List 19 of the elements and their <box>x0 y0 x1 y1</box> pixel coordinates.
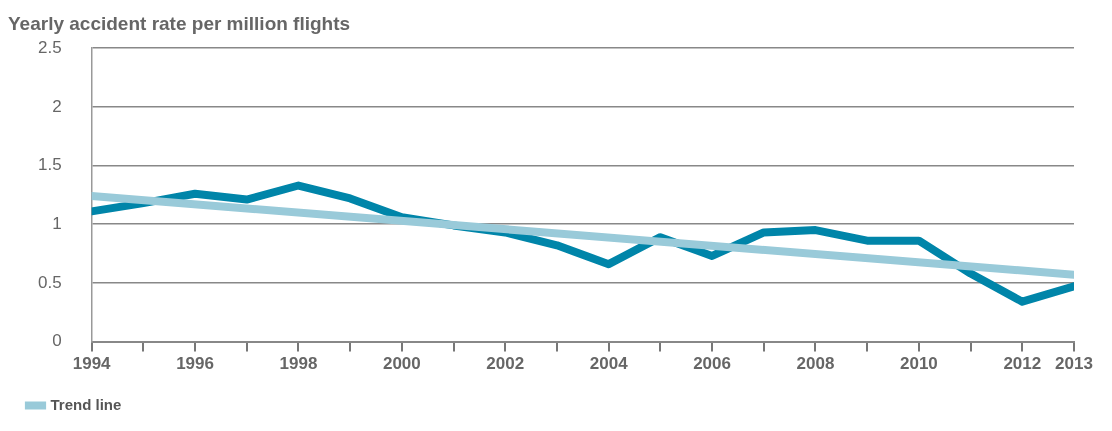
x-tick-label: 1998 <box>279 354 318 374</box>
x-tick-label: 2012 <box>1003 354 1042 374</box>
y-tick-label: 1.5 <box>37 155 62 175</box>
x-tick-label: 2008 <box>796 354 835 374</box>
y-tick-label: 0.5 <box>37 272 62 292</box>
x-tick-label: 2010 <box>899 354 938 374</box>
x-tick-label: 2000 <box>382 354 421 374</box>
y-tick-label: 2.5 <box>37 37 62 57</box>
x-tick-label: 2013 <box>1055 354 1093 374</box>
chart-title: Yearly accident rate per million flights <box>8 13 351 35</box>
y-tick-label: 2 <box>52 96 62 116</box>
y-tick-label: 1 <box>52 213 62 233</box>
x-tick-label: 2006 <box>693 354 731 374</box>
legend-label: Trend line <box>50 395 122 413</box>
x-tick-label: 1996 <box>176 354 214 374</box>
y-tick-label: 0 <box>52 331 62 351</box>
x-tick-label: 1994 <box>72 354 112 374</box>
x-tick-label: 2002 <box>486 354 525 374</box>
x-tick-label: 2004 <box>589 354 629 374</box>
